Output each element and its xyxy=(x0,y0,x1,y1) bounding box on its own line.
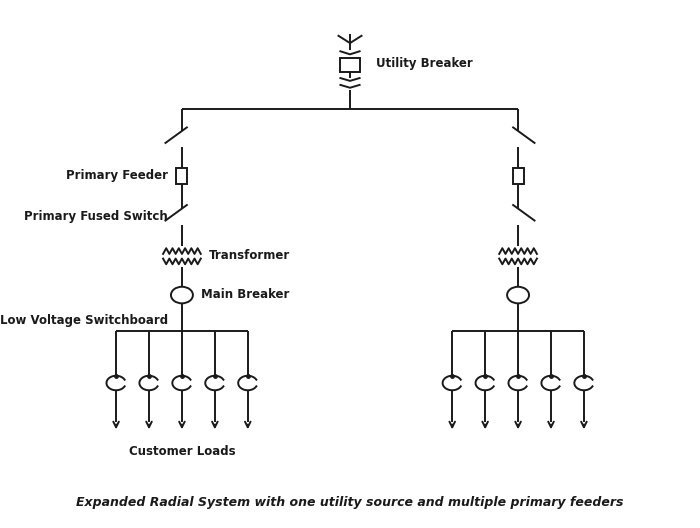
Text: Primary Fused Switch: Primary Fused Switch xyxy=(25,210,168,223)
Bar xyxy=(512,168,524,184)
Text: Customer Loads: Customer Loads xyxy=(129,445,235,458)
Text: Utility Breaker: Utility Breaker xyxy=(376,57,473,70)
Circle shape xyxy=(507,287,529,303)
Text: Transformer: Transformer xyxy=(209,249,290,262)
Text: Expanded Radial System with one utility source and multiple primary feeders: Expanded Radial System with one utility … xyxy=(76,495,624,508)
Bar xyxy=(340,58,360,72)
Text: Main Breaker: Main Breaker xyxy=(201,288,290,300)
Text: Primary Feeder: Primary Feeder xyxy=(66,168,168,182)
Text: Low Voltage Switchboard: Low Voltage Switchboard xyxy=(0,314,168,327)
Circle shape xyxy=(171,287,193,303)
Bar xyxy=(176,168,188,184)
